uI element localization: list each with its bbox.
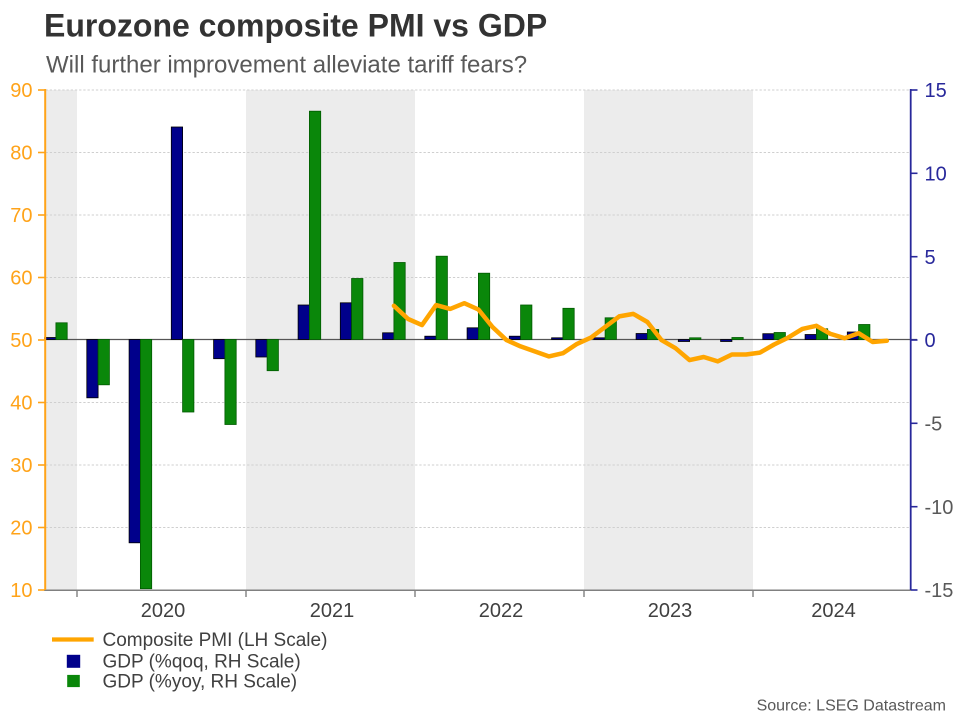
svg-text:Source: LSEG Datastream: Source: LSEG Datastream bbox=[757, 698, 946, 715]
svg-text:2024: 2024 bbox=[811, 600, 856, 622]
svg-text:90: 90 bbox=[10, 80, 32, 102]
svg-text:70: 70 bbox=[10, 205, 32, 227]
svg-text:GDP (%qoq, RH Scale): GDP (%qoq, RH Scale) bbox=[103, 652, 301, 673]
svg-text:80: 80 bbox=[10, 143, 32, 165]
svg-text:GDP (%yoy, RH Scale): GDP (%yoy, RH Scale) bbox=[103, 672, 298, 693]
svg-text:40: 40 bbox=[10, 393, 32, 415]
svg-text:5: 5 bbox=[925, 247, 936, 269]
svg-text:10: 10 bbox=[925, 164, 947, 186]
svg-text:2021: 2021 bbox=[310, 600, 355, 622]
svg-text:Composite PMI (LH Scale): Composite PMI (LH Scale) bbox=[103, 630, 328, 651]
svg-text:-5: -5 bbox=[925, 414, 943, 436]
svg-text:50: 50 bbox=[10, 330, 32, 352]
svg-text:30: 30 bbox=[10, 455, 32, 477]
svg-text:Will further improvement allev: Will further improvement alleviate tarif… bbox=[46, 52, 527, 79]
svg-text:20: 20 bbox=[10, 518, 32, 540]
svg-text:2023: 2023 bbox=[648, 600, 693, 622]
svg-text:2020: 2020 bbox=[141, 600, 186, 622]
svg-text:2022: 2022 bbox=[479, 600, 524, 622]
svg-text:10: 10 bbox=[10, 580, 32, 602]
svg-text:60: 60 bbox=[10, 268, 32, 290]
svg-text:Eurozone composite PMI vs GDP: Eurozone composite PMI vs GDP bbox=[44, 8, 547, 44]
svg-text:-15: -15 bbox=[925, 580, 954, 602]
svg-text:-10: -10 bbox=[925, 497, 954, 519]
svg-text:0: 0 bbox=[925, 330, 936, 352]
svg-text:15: 15 bbox=[925, 80, 947, 102]
